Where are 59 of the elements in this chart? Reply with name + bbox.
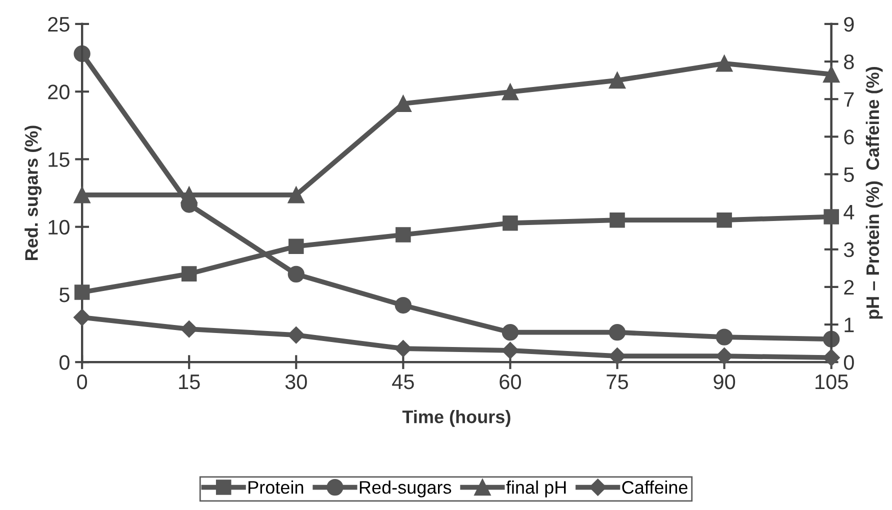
x-tick-label: 30 [285,374,307,390]
x-tick-label: 0 [77,374,88,390]
point [608,348,626,365]
point [394,296,412,314]
y2-tick-label: 4 [844,205,854,220]
y2-tick-label: 2 [844,280,854,295]
point [288,186,304,204]
point [74,308,91,326]
y-tick-label: 25 [48,16,70,32]
point [502,324,519,341]
y2-axis-title: pH – Protein (%) Caffeine (%) [866,67,883,319]
point [608,72,626,89]
point [181,266,197,282]
point [716,328,733,346]
point [288,238,304,254]
point [394,340,412,358]
x-tick-label: 60 [500,374,521,390]
y2-tick-label: 3 [844,242,854,258]
point [824,209,839,224]
y2-tick-label: 9 [844,16,854,32]
x-tick-label: 105 [816,374,848,390]
y2-tick-label: 0 [844,355,854,370]
x-tick-label: 45 [392,374,414,390]
y-tick-label: 0 [59,355,70,370]
legend-label: final pH [506,480,566,498]
x-tick-label: 90 [714,374,736,390]
legend-label: Caffeine [622,480,688,494]
point [822,349,840,366]
point [288,326,305,344]
point [180,320,198,338]
point [716,212,732,228]
point [74,284,90,300]
point [180,186,198,204]
y-axis-title: Red. sugars (%) [24,126,42,260]
point [74,186,90,204]
point [610,212,625,228]
y-tick-label: 5 [60,288,70,302]
y2-tick-label: 7 [844,92,854,107]
y2-tick-label: 8 [844,54,854,70]
point [288,266,304,283]
point [502,84,519,100]
point [823,66,840,83]
y2-tick-label: 5 [844,167,854,182]
point [502,342,519,360]
x-tick-label: 75 [606,374,628,390]
legend-label: Protein [248,480,304,494]
x-tick-label: 15 [179,374,200,390]
y-tick-label: 10 [48,220,70,235]
point [716,55,733,72]
point [716,348,733,365]
y-tick-label: 15 [48,152,70,167]
point [608,324,626,341]
y2-tick-label: 6 [844,130,854,144]
y2-tick-label: 1 [844,318,854,332]
x-axis-title: Time (hours) [402,410,510,427]
point [502,215,518,231]
point [396,227,411,242]
y-tick-label: 20 [48,84,70,100]
legend-label: Red-sugars [360,480,452,498]
